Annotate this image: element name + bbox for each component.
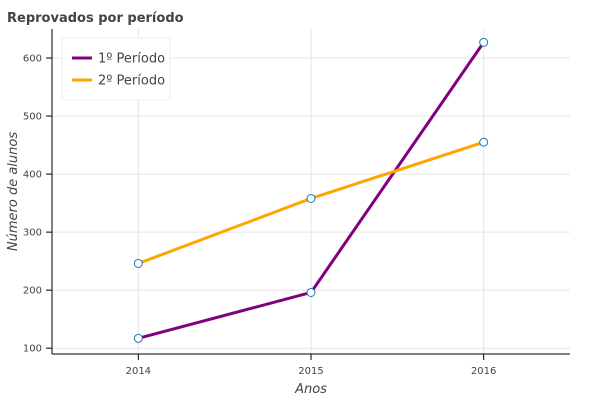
- legend[interactable]: 1º Período 2º Período: [61, 37, 171, 101]
- legend-item[interactable]: 2º Período: [72, 74, 165, 89]
- data-point[interactable]: [479, 137, 489, 147]
- data-point[interactable]: [133, 333, 143, 343]
- series-1: [133, 37, 489, 343]
- legend-label: 2º Período: [98, 74, 165, 89]
- x-tick-label: 2014: [126, 366, 151, 377]
- legend-item[interactable]: 1º Período: [72, 52, 165, 67]
- x-tick-label: 2016: [471, 366, 496, 377]
- y-axis-label: Número de alunos: [6, 132, 21, 251]
- legend-box: [61, 37, 171, 101]
- data-point[interactable]: [306, 193, 316, 203]
- x-axis-ticks: 2014 2015 2016: [126, 354, 496, 377]
- data-point[interactable]: [133, 258, 143, 268]
- data-point[interactable]: [306, 287, 316, 297]
- y-tick-label: 200: [23, 286, 42, 297]
- y-axis-ticks: 100 200 300 400 500 600: [23, 54, 52, 355]
- y-tick-label: 500: [23, 112, 42, 123]
- chart-title: Reprovados por período: [7, 11, 184, 26]
- x-axis-label: Anos: [294, 382, 327, 397]
- y-tick-label: 400: [23, 170, 42, 181]
- y-tick-label: 600: [23, 54, 42, 65]
- legend-label: 1º Período: [98, 52, 165, 67]
- x-tick-label: 2015: [298, 366, 323, 377]
- series-2: [133, 137, 489, 268]
- data-point[interactable]: [479, 37, 489, 47]
- series: [133, 37, 489, 343]
- y-tick-label: 300: [23, 228, 42, 239]
- y-tick-label: 100: [23, 344, 42, 355]
